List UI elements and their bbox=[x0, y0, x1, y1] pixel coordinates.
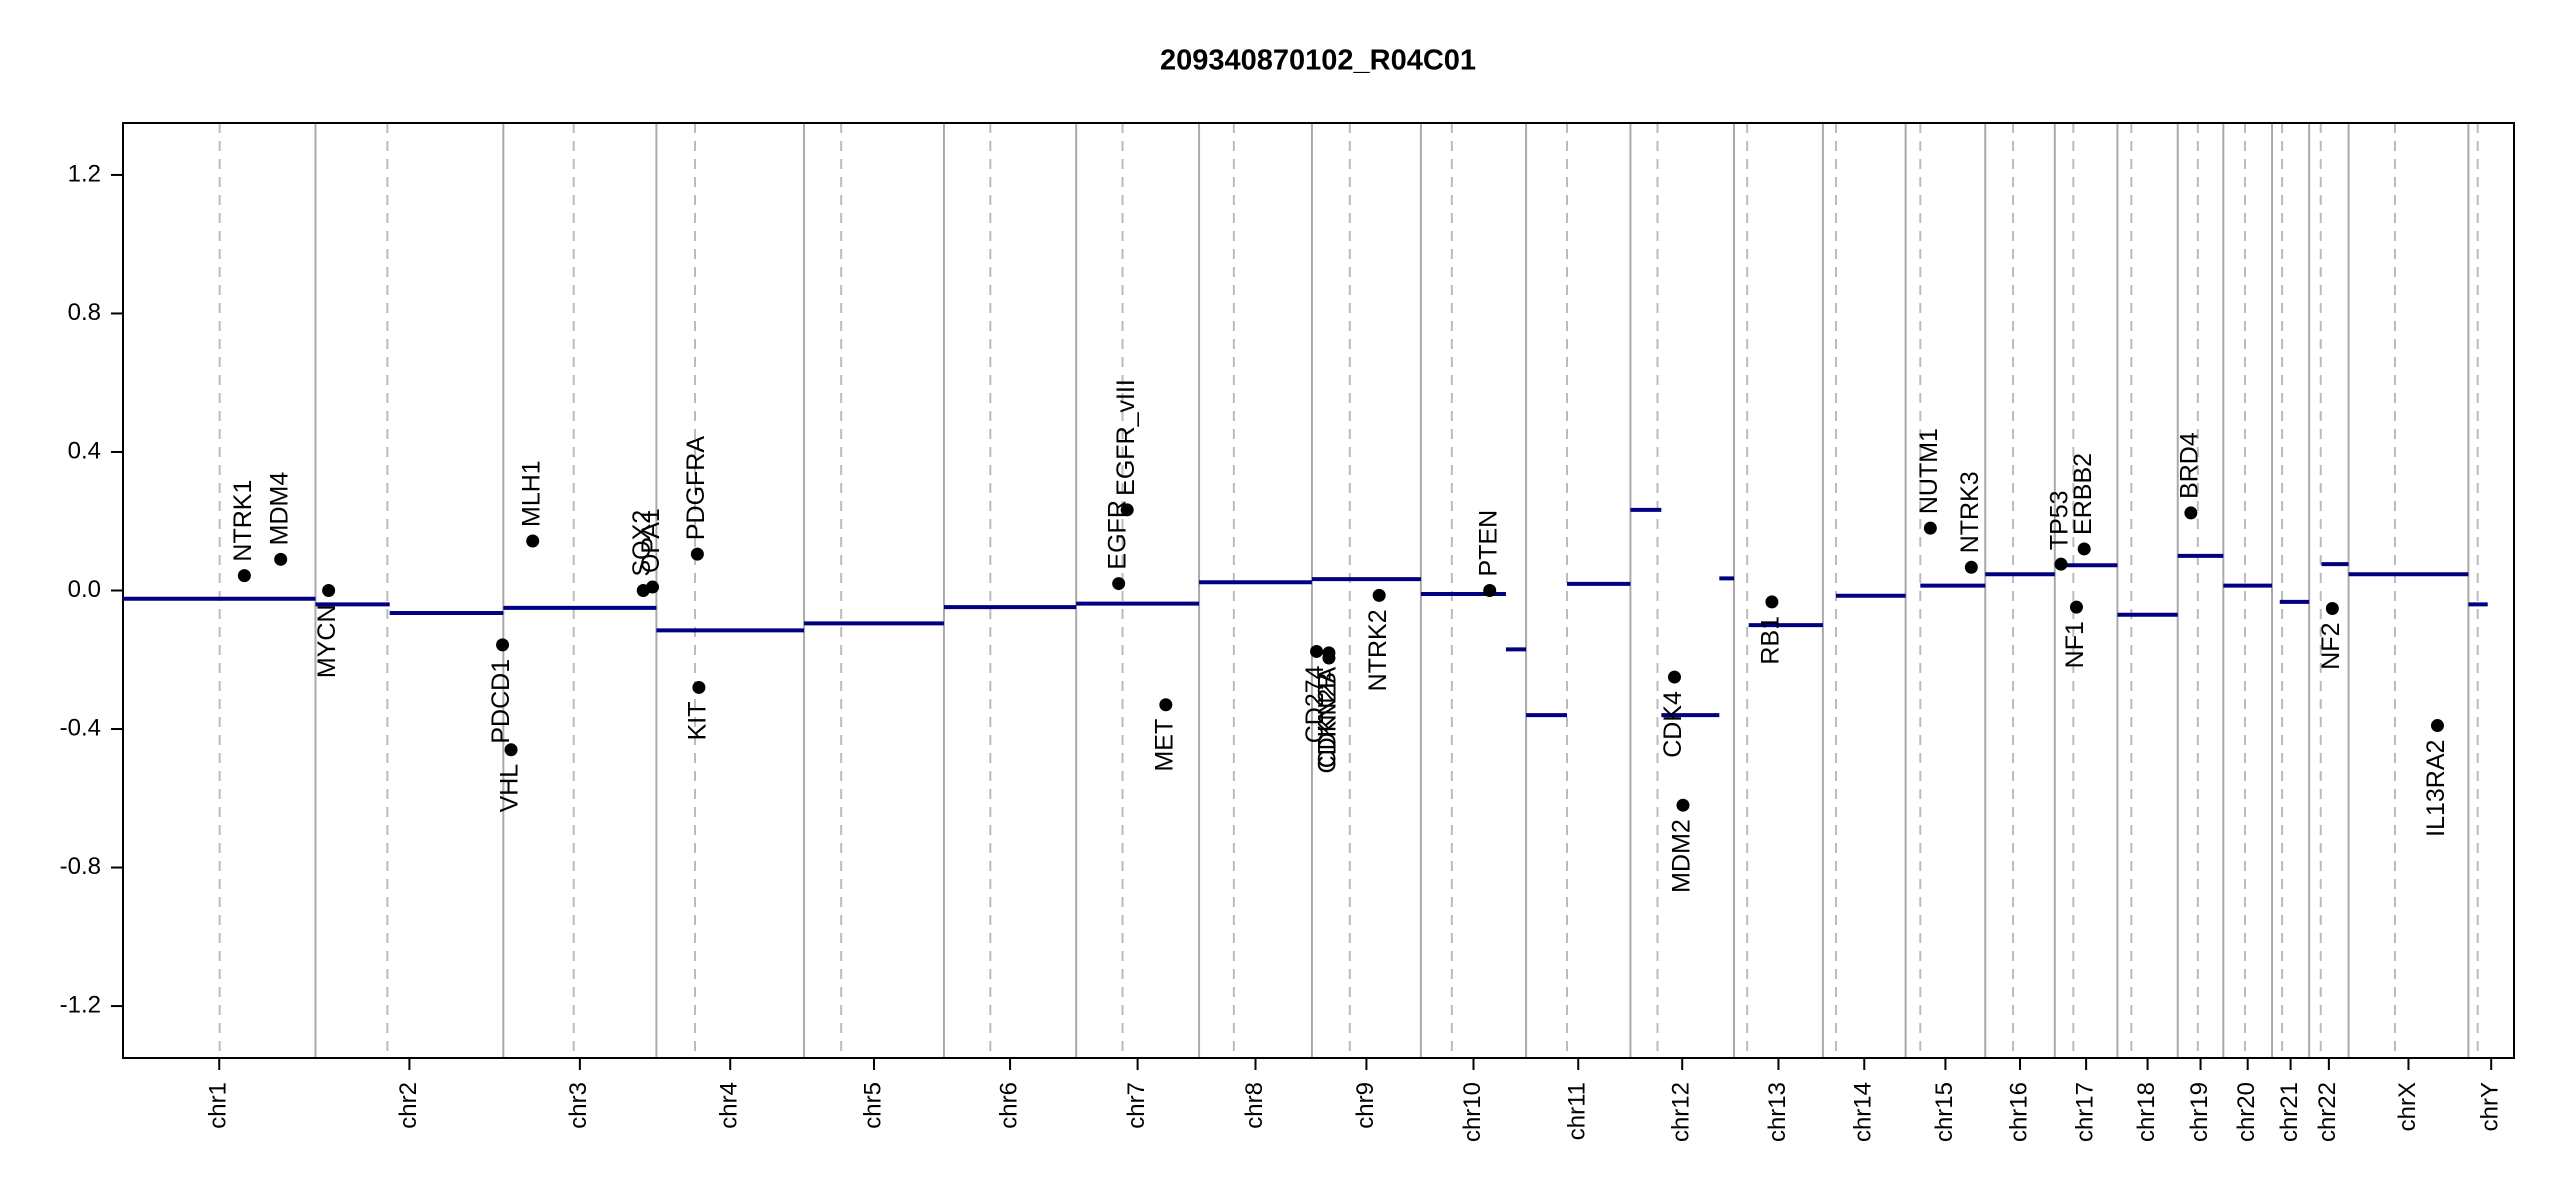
gene-label: EGFR_vIII bbox=[1112, 379, 1140, 496]
x-tick-label: chr22 bbox=[2314, 1082, 2341, 1142]
x-tick-label: chrX bbox=[2394, 1082, 2421, 1131]
x-tick-label: chr16 bbox=[2005, 1082, 2032, 1142]
x-tick-label: chr17 bbox=[2071, 1082, 2098, 1142]
gene-point bbox=[1310, 644, 1324, 658]
gene-point bbox=[237, 569, 251, 583]
gene-point bbox=[1372, 588, 1386, 602]
y-tick-label: -0.8 bbox=[60, 853, 101, 880]
gene-point bbox=[1964, 560, 1978, 574]
gene-label: MDM4 bbox=[265, 472, 293, 546]
gene-label: PDCD1 bbox=[487, 659, 515, 744]
y-tick-label: 0.8 bbox=[68, 299, 101, 326]
gene-label: NUTM1 bbox=[1915, 428, 1943, 514]
gene-label: PTEN bbox=[1474, 510, 1502, 577]
gene-label: KIT bbox=[684, 701, 712, 740]
gene-point bbox=[646, 580, 660, 594]
x-tick-label: chr1 bbox=[205, 1082, 232, 1129]
gene-label: MDM2 bbox=[1668, 819, 1696, 893]
gene-point bbox=[1923, 521, 1937, 535]
gene-point bbox=[1159, 698, 1173, 712]
gene-label: MET bbox=[1150, 719, 1178, 772]
gene-point bbox=[1322, 651, 1336, 665]
gene-point bbox=[2430, 719, 2444, 733]
gene-label: CD274 bbox=[1301, 665, 1329, 743]
gene-label: TP53 bbox=[2046, 490, 2074, 550]
x-tick-label: chr6 bbox=[995, 1082, 1022, 1129]
gene-label: RB1 bbox=[1756, 616, 1784, 665]
x-tick-label: chr14 bbox=[1850, 1082, 1877, 1142]
gene-point bbox=[2054, 557, 2068, 571]
gene-label: NTRK1 bbox=[229, 480, 257, 562]
gene-label: CDKN2A bbox=[1314, 667, 1342, 769]
chart-title: 209340870102_R04C01 bbox=[1160, 45, 1476, 77]
x-tick-label: chr8 bbox=[1241, 1082, 1268, 1129]
plot-frame bbox=[122, 122, 2515, 1059]
gene-label: NTRK2 bbox=[1364, 609, 1392, 691]
x-tick-label: chr9 bbox=[1352, 1082, 1379, 1129]
gene-point bbox=[2184, 506, 2198, 520]
x-tick-label: chr13 bbox=[1764, 1082, 1791, 1142]
gene-point bbox=[496, 638, 510, 652]
gene-point bbox=[2325, 602, 2339, 616]
gene-point bbox=[692, 680, 706, 694]
gene-label: PDGFRA bbox=[682, 436, 710, 541]
x-tick-label: chr21 bbox=[2276, 1082, 2303, 1142]
gene-point bbox=[1483, 584, 1497, 597]
y-tick-label: 1.2 bbox=[68, 160, 101, 187]
gene-point bbox=[690, 547, 704, 561]
y-tick-label: 0.4 bbox=[68, 437, 101, 464]
x-tick-label: chr7 bbox=[1123, 1082, 1150, 1129]
gene-label: IL13RA2 bbox=[2422, 740, 2450, 837]
x-tick-label: chr19 bbox=[2186, 1082, 2213, 1142]
gene-point bbox=[274, 552, 288, 566]
y-tick-label: 0.0 bbox=[68, 576, 101, 603]
x-tick-label: chr10 bbox=[1459, 1082, 1486, 1142]
gene-point bbox=[2069, 600, 2083, 614]
x-tick-label: chr18 bbox=[2133, 1082, 2160, 1142]
gene-point bbox=[1765, 595, 1779, 609]
gene-label: SOX2 bbox=[628, 510, 656, 577]
x-tick-label: chr2 bbox=[395, 1082, 422, 1129]
x-tick-label: chrY bbox=[2477, 1082, 2504, 1131]
x-tick-label: chr15 bbox=[1931, 1082, 1958, 1142]
gene-label: OPA1 bbox=[637, 508, 665, 573]
gene-label: VHL bbox=[496, 764, 524, 813]
gene-label: CDKN2B bbox=[1314, 672, 1342, 773]
gene-point bbox=[1120, 503, 1134, 517]
y-tick-label: -1.2 bbox=[60, 991, 101, 1018]
gene-point bbox=[1676, 798, 1690, 812]
gene-point bbox=[1667, 670, 1681, 684]
gene-point bbox=[2077, 542, 2091, 556]
gene-label: NTRK3 bbox=[1956, 471, 1984, 553]
gene-label: MYCN bbox=[313, 605, 341, 679]
gene-point bbox=[322, 584, 336, 597]
gene-point bbox=[526, 534, 540, 548]
x-tick-label: chr12 bbox=[1668, 1082, 1695, 1142]
y-tick-label: -0.4 bbox=[60, 714, 101, 741]
gene-point bbox=[504, 743, 518, 757]
gene-label: NF2 bbox=[2317, 623, 2345, 670]
x-tick-label: chr3 bbox=[565, 1082, 592, 1129]
x-tick-label: chr20 bbox=[2233, 1082, 2260, 1142]
x-tick-label: chr4 bbox=[716, 1082, 743, 1129]
gene-label: ERBB2 bbox=[2069, 453, 2097, 535]
gene-label: MLH1 bbox=[517, 460, 545, 527]
gene-label: CDK4 bbox=[1659, 691, 1687, 758]
gene-point bbox=[1112, 577, 1126, 591]
gene-label: NF1 bbox=[2061, 621, 2089, 668]
gene-label: BRD4 bbox=[2175, 432, 2203, 499]
x-tick-label: chr11 bbox=[1564, 1082, 1591, 1140]
x-tick-label: chr5 bbox=[859, 1082, 886, 1129]
